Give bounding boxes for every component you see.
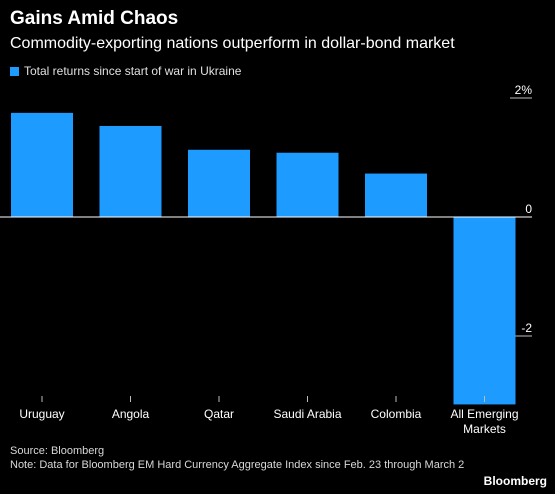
chart-footer: Source: Bloomberg Note: Data for Bloombe…: [10, 444, 470, 472]
source-note: Source: Bloomberg: [10, 445, 105, 457]
category-label: Uruguay: [19, 407, 64, 421]
chart-subtitle: Commodity-exporting nations outperform i…: [10, 35, 455, 52]
category-label: Saudi Arabia: [273, 407, 341, 421]
y-tick-label: 0: [525, 202, 532, 216]
bloomberg-logo: Bloomberg: [483, 474, 547, 488]
chart-title: Gains Amid Chaos: [10, 8, 179, 29]
bar: [365, 173, 427, 217]
bar: [188, 149, 250, 217]
bar: [11, 112, 73, 217]
category-label: Angola: [112, 407, 150, 421]
category-label: Colombia: [371, 407, 422, 421]
bar: [276, 152, 339, 217]
y-tick-label: 2%: [515, 83, 533, 97]
category-label: Qatar: [204, 407, 234, 421]
legend: Total returns since start of war in Ukra…: [10, 64, 241, 78]
y-tick-label: -2: [521, 321, 532, 335]
legend-swatch: [10, 66, 19, 76]
bar: [99, 125, 162, 217]
legend-label: Total returns since start of war in Ukra…: [24, 64, 242, 78]
category-label: All Emerging Markets: [450, 407, 518, 436]
data-note: Note: Data for Bloomberg EM Hard Currenc…: [10, 459, 465, 471]
bar: [453, 217, 516, 405]
